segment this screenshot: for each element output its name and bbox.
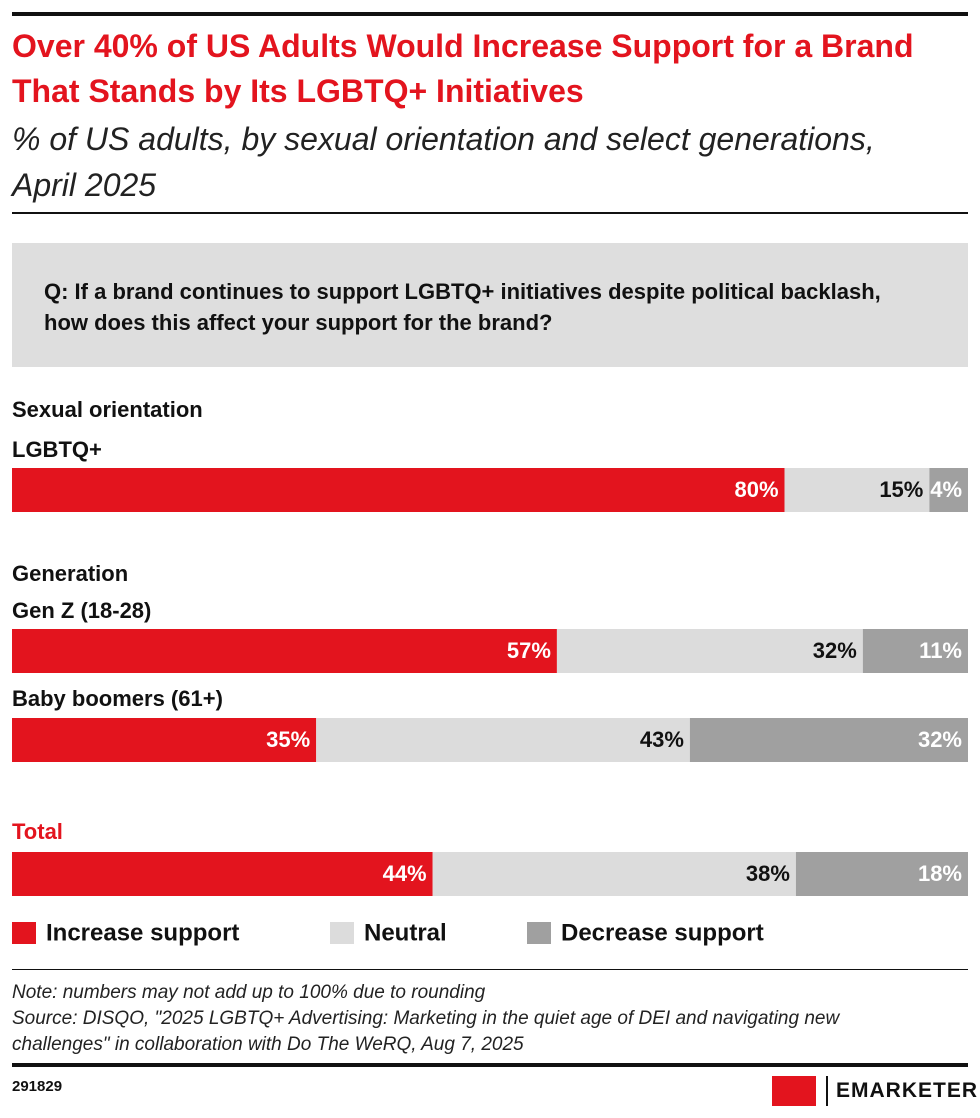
logo-mark xyxy=(772,1076,816,1106)
bar-segment xyxy=(12,629,557,673)
notes: Note: numbers may not add up to 100% due… xyxy=(12,980,912,1058)
value-label: 35% xyxy=(266,727,310,752)
legend-label: Neutral xyxy=(364,919,447,946)
top-rule xyxy=(12,12,968,16)
value-label: 15% xyxy=(879,477,923,502)
bar-segment xyxy=(784,468,930,512)
bar-segment xyxy=(556,629,863,673)
value-label: 38% xyxy=(746,861,790,886)
bar-segment xyxy=(432,852,796,896)
value-label: 43% xyxy=(640,727,684,752)
value-label: 44% xyxy=(383,861,427,886)
logo-divider xyxy=(826,1076,828,1106)
legend-swatch xyxy=(12,922,36,944)
value-label: 11% xyxy=(919,638,962,663)
legend-swatch xyxy=(527,922,551,944)
question: Q: If a brand continues to support LGBTQ… xyxy=(44,279,881,335)
legend-label: Decrease support xyxy=(561,919,764,946)
bar-segment xyxy=(12,468,785,512)
legend-label: Increase support xyxy=(46,919,239,946)
bar-segment xyxy=(862,629,968,673)
value-label: 4% xyxy=(930,477,962,502)
bottom-rule xyxy=(12,1063,968,1067)
bar-segment xyxy=(795,852,968,896)
bar-segment xyxy=(12,852,433,896)
category-label: Gen Z (18-28) xyxy=(12,598,151,623)
category-label: Total xyxy=(12,819,63,844)
value-label: 32% xyxy=(918,727,962,752)
value-label: 18% xyxy=(918,861,962,886)
legend-swatch xyxy=(330,922,354,944)
value-label: 57% xyxy=(507,638,551,663)
question-box xyxy=(12,243,968,367)
category-label: Baby boomers (61+) xyxy=(12,686,223,711)
bar-segment xyxy=(689,718,968,762)
group-heading: Generation xyxy=(12,561,128,586)
value-label: 32% xyxy=(813,638,857,663)
rule xyxy=(12,212,968,214)
source: Source: DISQO, "2025 LGBTQ+ Advertising:… xyxy=(12,1008,840,1055)
category-label: LGBTQ+ xyxy=(12,437,102,462)
brand: EMARKETER xyxy=(836,1079,979,1102)
chart-id: 291829 xyxy=(12,1078,63,1095)
chart-subtitle: % of US adults, by sexual orientation an… xyxy=(12,121,875,203)
rule xyxy=(12,969,968,970)
value-label: 80% xyxy=(734,477,778,502)
group-heading: Sexual orientation xyxy=(12,397,203,422)
chart-title: Over 40% of US Adults Would Increase Sup… xyxy=(12,28,914,109)
bar-segment xyxy=(929,468,968,512)
note: Note: numbers may not add up to 100% due… xyxy=(12,982,486,1003)
bar-segment xyxy=(316,718,690,762)
bar-segment xyxy=(12,718,317,762)
